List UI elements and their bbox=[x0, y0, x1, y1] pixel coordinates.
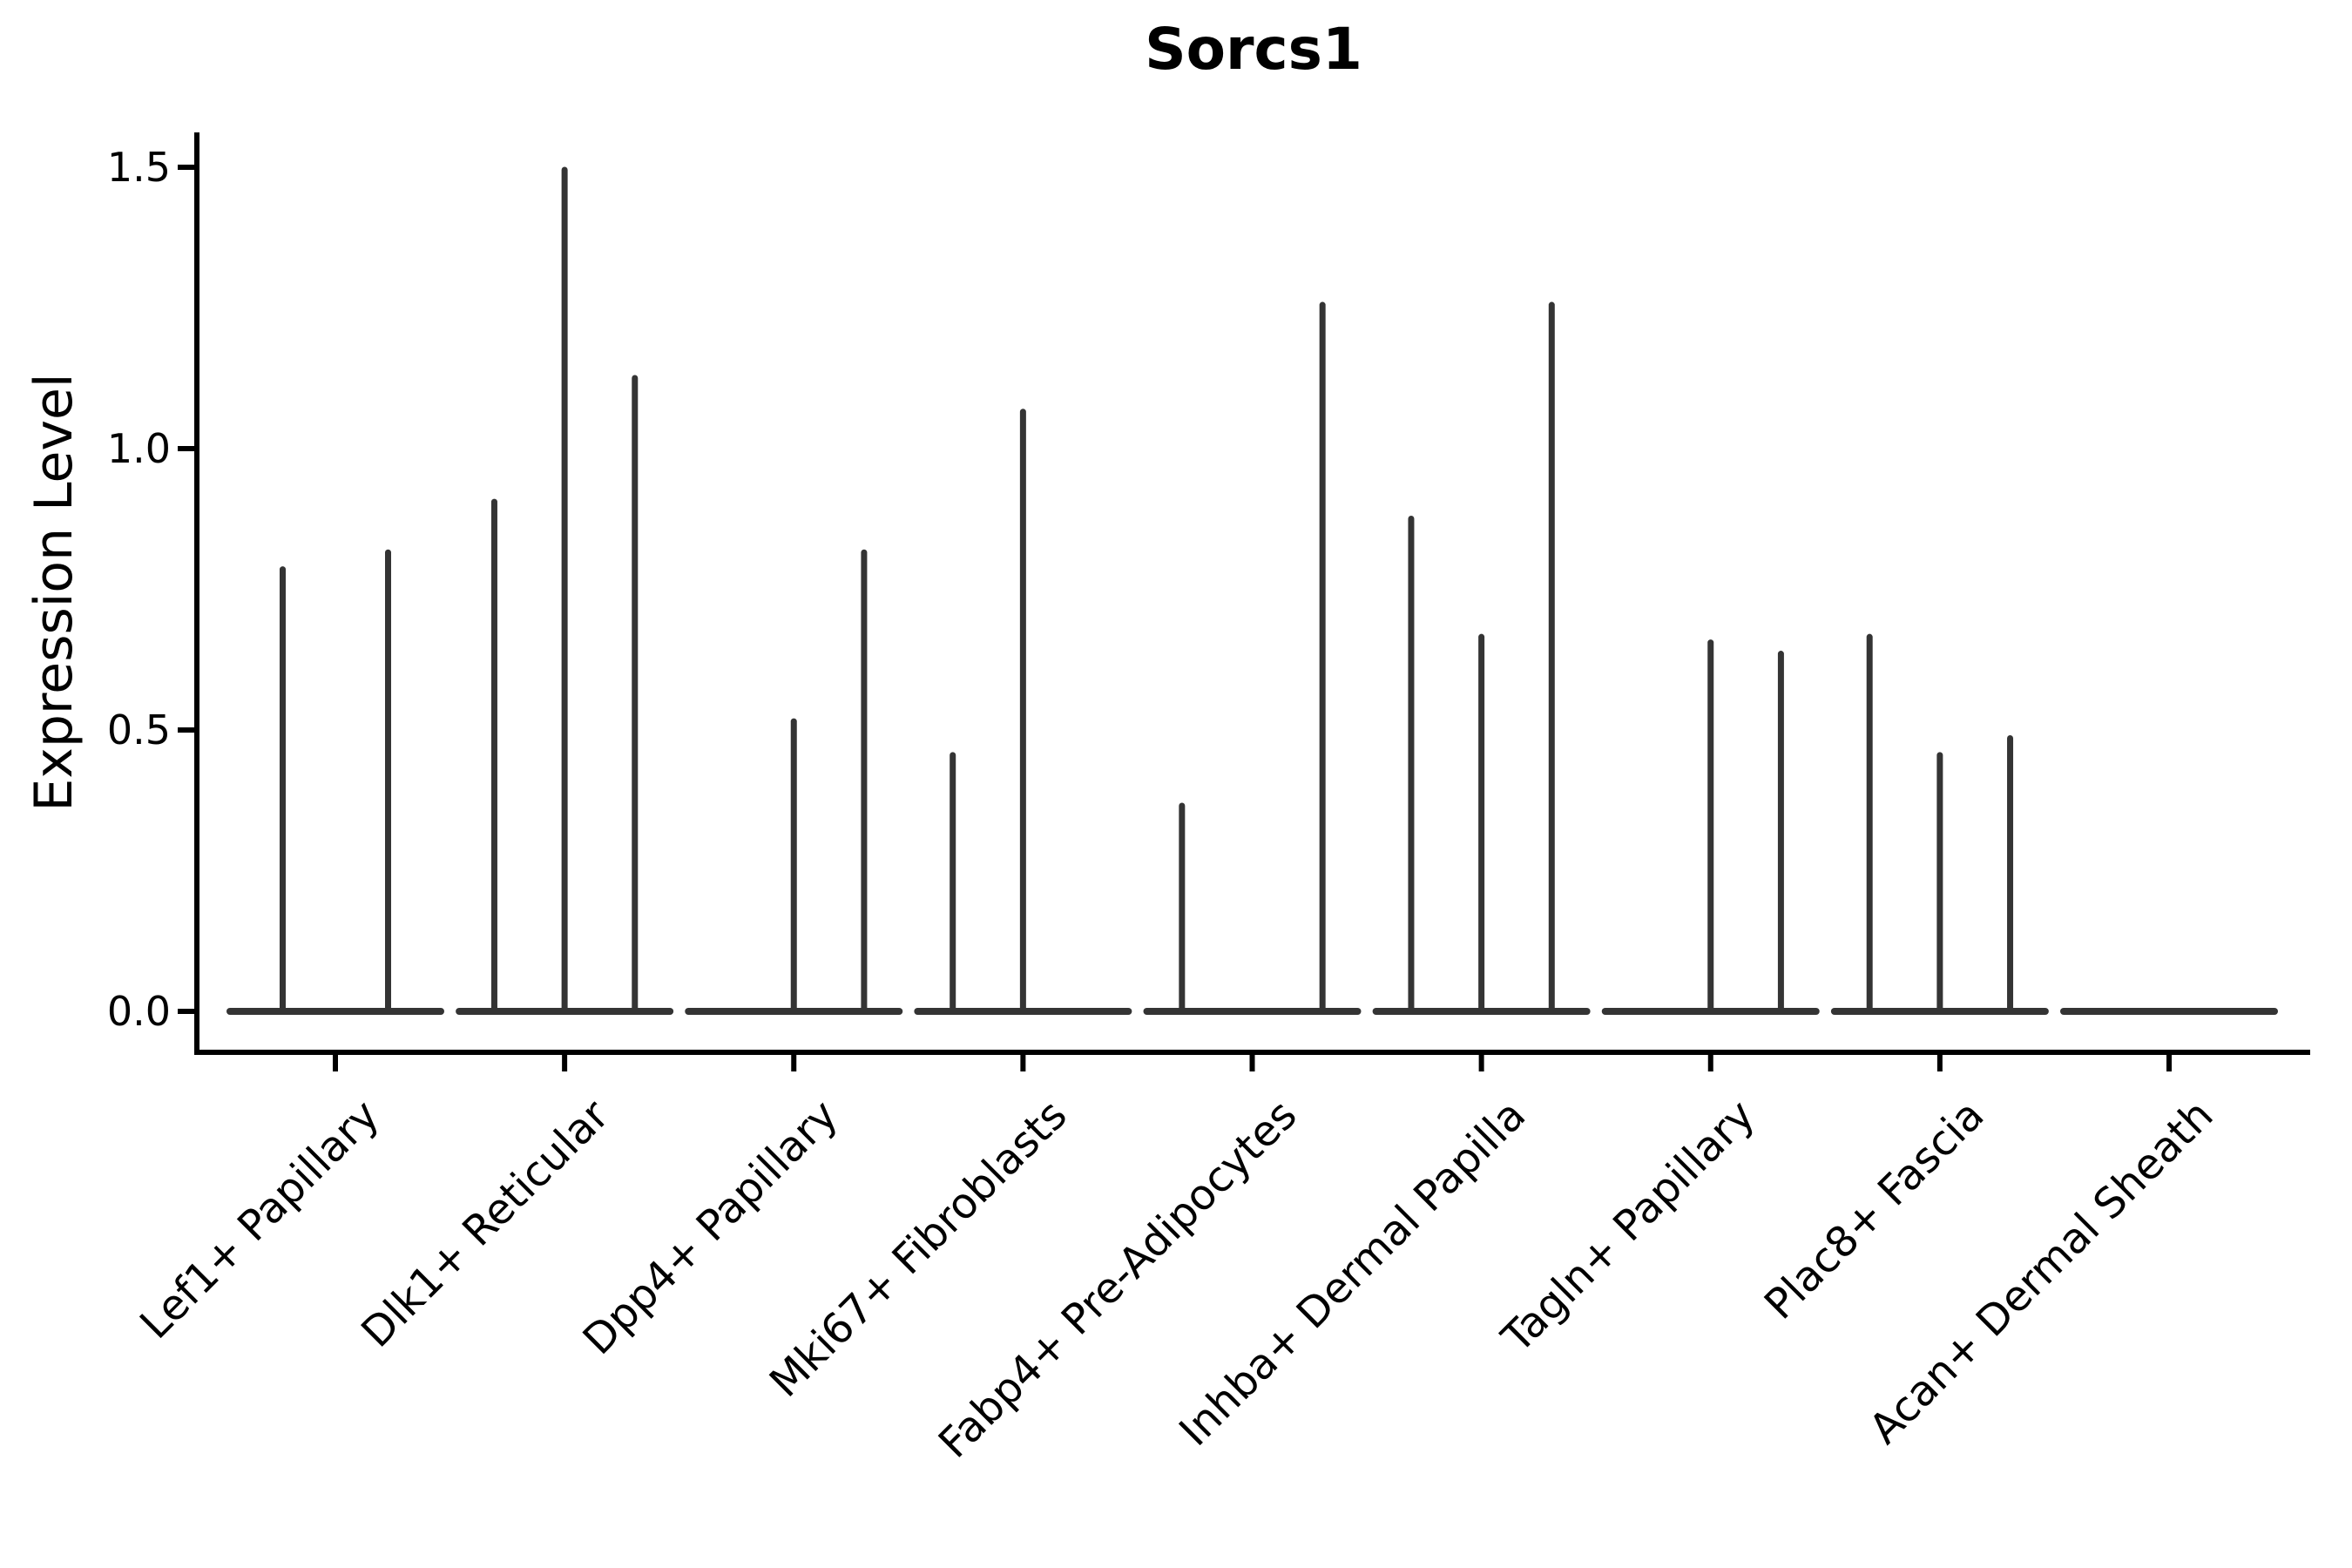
violin-group bbox=[1830, 633, 2049, 1015]
violin-group bbox=[1143, 301, 1362, 1015]
violin-group bbox=[456, 166, 674, 1015]
y-tick-label: 0.5 bbox=[106, 706, 171, 754]
chart-title: Sorcs1 bbox=[1145, 16, 1362, 83]
violin-group bbox=[685, 549, 903, 1015]
y-tick-label: 1.5 bbox=[106, 144, 171, 191]
violin-group bbox=[226, 549, 444, 1015]
violin-group bbox=[1372, 301, 1591, 1015]
y-tick-label: 0.0 bbox=[106, 988, 171, 1035]
violin-group bbox=[1601, 639, 1820, 1015]
y-tick-label: 1.0 bbox=[106, 425, 171, 472]
violin-group bbox=[914, 409, 1132, 1015]
